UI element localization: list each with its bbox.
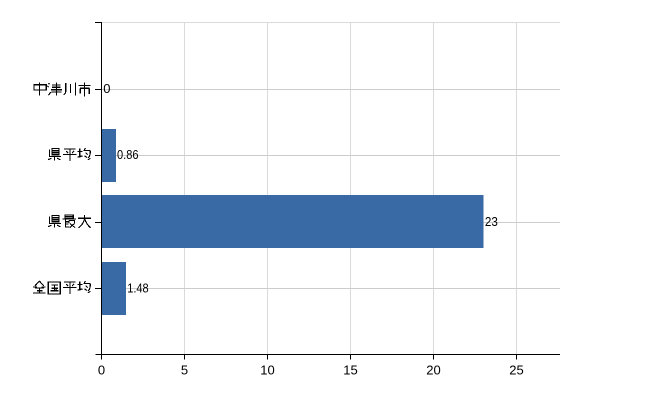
svg-text:25: 25 (509, 363, 523, 378)
svg-text:5: 5 (181, 363, 188, 378)
svg-text:23: 23 (485, 214, 498, 229)
svg-text:1.48: 1.48 (127, 280, 149, 295)
svg-text:10: 10 (260, 363, 274, 378)
svg-text:15: 15 (343, 363, 357, 378)
svg-text:0.86: 0.86 (117, 147, 139, 162)
svg-text:20: 20 (426, 363, 440, 378)
svg-text:0: 0 (103, 81, 110, 96)
svg-text:0: 0 (98, 363, 105, 378)
